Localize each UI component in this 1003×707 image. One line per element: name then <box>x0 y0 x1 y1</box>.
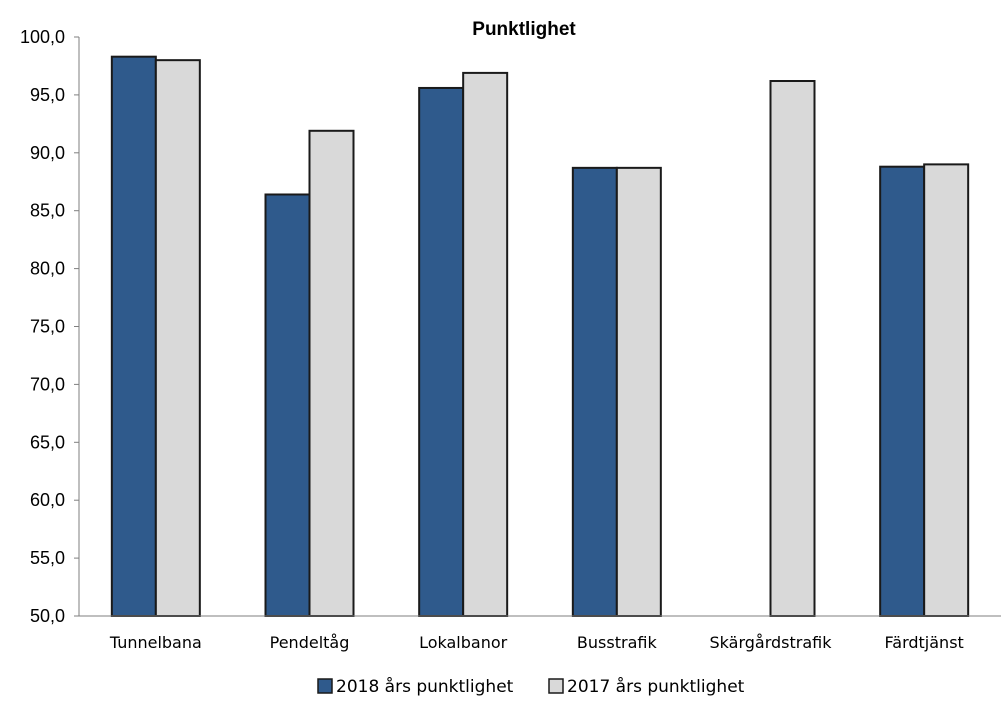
legend: 2018 års punktlighet 2017 års punktlighet <box>317 676 745 697</box>
legend-swatch <box>317 678 333 694</box>
bar-series-1 <box>571 166 618 617</box>
x-tick-label: Färdtjänst <box>885 633 964 652</box>
x-tick-label: Busstrafik <box>577 633 658 652</box>
bar-series-2 <box>308 129 355 617</box>
y-tick-label: 75,0 <box>30 317 65 337</box>
x-tick-label: Tunnelbana <box>109 633 202 652</box>
bar-series-1 <box>418 86 465 617</box>
x-tick-label: Skärgårdstrafik <box>710 633 833 652</box>
y-tick-label: 100,0 <box>20 27 65 47</box>
y-tick-label: 90,0 <box>30 143 65 163</box>
legend-swatch <box>548 678 564 694</box>
bar-series-2 <box>769 80 816 617</box>
y-tick-label: 95,0 <box>30 85 65 105</box>
y-tick-label: 60,0 <box>30 490 65 510</box>
y-tick-label: 70,0 <box>30 374 65 394</box>
y-axis: 50,0 55,0 60,0 65,0 70,0 75,0 80,0 85,0 90,0 95,0… <box>20 27 80 626</box>
x-tick-label: Lokalbanor <box>419 633 508 652</box>
legend-label: 2018 års punktlighet <box>336 676 514 697</box>
y-tick-label: 50,0 <box>30 606 65 626</box>
bar-series-1 <box>110 55 157 618</box>
bar-series-2 <box>615 166 662 617</box>
bar-series-1 <box>264 193 311 617</box>
bar-series-2 <box>154 59 201 618</box>
x-tick-label: Pendeltåg <box>270 633 350 652</box>
bars <box>110 55 970 618</box>
x-axis: Tunnelbana Pendeltåg Lokalbanor Busstrafik S… <box>79 615 1001 652</box>
legend-label: 2017 års punktlighet <box>567 676 745 697</box>
bar-series-2 <box>923 163 970 617</box>
y-tick-label: 80,0 <box>30 259 65 279</box>
y-tick-label: 85,0 <box>30 201 65 221</box>
bar-series-2 <box>462 71 509 617</box>
bar-series-1 <box>879 165 926 617</box>
y-tick-label: 65,0 <box>30 432 65 452</box>
chart-title: Punktlighet <box>472 19 576 40</box>
y-tick-label: 55,0 <box>30 548 65 568</box>
